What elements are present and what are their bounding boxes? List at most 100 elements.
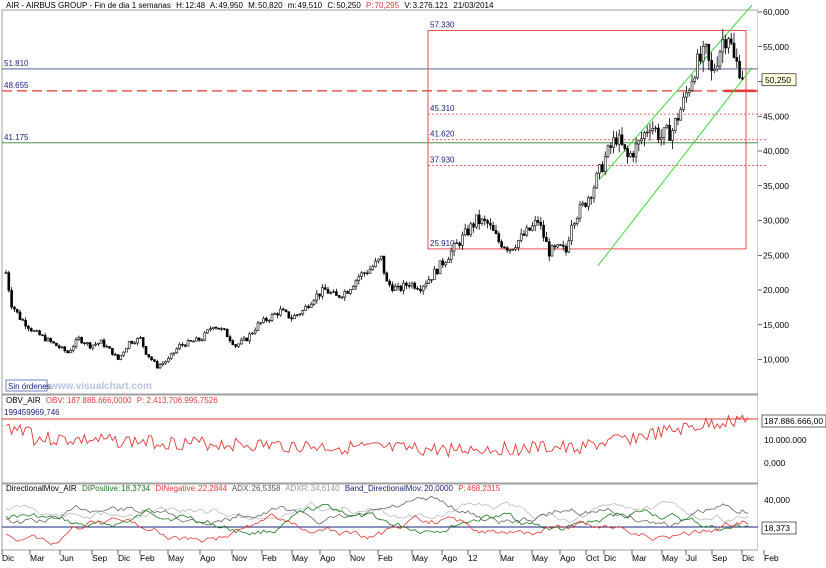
current-price-box xyxy=(761,73,797,87)
candle-body xyxy=(122,351,125,356)
obv-last-box xyxy=(761,414,826,428)
candle-body xyxy=(570,224,573,242)
candle-body xyxy=(10,290,13,308)
candle-body xyxy=(438,260,442,275)
candle-body xyxy=(195,337,198,342)
candle-body xyxy=(125,347,128,353)
candle-body xyxy=(119,354,123,360)
candle-body xyxy=(141,337,145,347)
sin-ordenes-button[interactable]: Sin órdenes xyxy=(8,382,51,391)
candle-body xyxy=(293,314,296,320)
time-tick-label: May xyxy=(168,553,185,563)
time-tick-label: Dic xyxy=(604,553,617,563)
dmi-panel-frame xyxy=(1,483,759,551)
candle-body xyxy=(265,317,268,321)
time-tick-label: Sep xyxy=(92,553,107,563)
candle-body xyxy=(713,68,716,72)
main-header: AIR - AIRBUS GROUP - Fin de dia 1 semana… xyxy=(6,1,494,10)
candle-body xyxy=(606,145,610,157)
time-tick-label: Feb xyxy=(764,553,779,563)
candle-body xyxy=(699,53,702,62)
candle-body xyxy=(211,327,215,330)
candle-body xyxy=(192,340,195,343)
dmi-axis-label: 18,373 xyxy=(764,523,790,533)
candle-body xyxy=(612,137,615,148)
candle-body xyxy=(116,354,120,360)
candle-body xyxy=(522,233,526,236)
candle-body xyxy=(242,337,246,341)
candle-body xyxy=(102,339,106,347)
candle-body xyxy=(167,358,170,362)
candle-body xyxy=(433,268,436,280)
candle-body xyxy=(421,285,425,292)
di-negative-line xyxy=(5,513,749,545)
candle-body xyxy=(200,339,204,342)
candle-body xyxy=(69,350,72,354)
time-tick-label: 12 xyxy=(468,553,478,563)
candle-body xyxy=(645,131,649,134)
candle-body xyxy=(55,342,58,347)
main-panel-frame xyxy=(1,9,759,395)
candle-body xyxy=(94,343,97,346)
candle-body xyxy=(284,309,288,312)
candle-body xyxy=(315,293,319,301)
candle-body xyxy=(155,361,159,369)
candle-body xyxy=(533,220,537,227)
candle-body xyxy=(385,272,389,282)
candle-body xyxy=(262,317,265,323)
candle-body xyxy=(416,288,419,290)
candle-body xyxy=(505,247,509,251)
candle-body xyxy=(617,134,621,145)
time-tick-label: Nov xyxy=(232,553,248,563)
candle-body xyxy=(503,246,506,249)
price-tick-label: 45,000 xyxy=(763,111,789,121)
candle-body xyxy=(32,330,36,332)
candle-body xyxy=(724,39,727,49)
candle-body xyxy=(161,362,165,366)
candle-body xyxy=(43,335,47,342)
candle-body xyxy=(609,145,613,148)
candle-body xyxy=(60,346,64,349)
candle-body xyxy=(718,51,722,67)
obv-axis-label: 187.886.666,00 xyxy=(764,416,823,426)
price-tick-label: 60,000 xyxy=(763,7,789,17)
candle-body xyxy=(727,38,730,49)
candle-body xyxy=(561,244,565,247)
candle-body xyxy=(318,293,321,297)
candle-body xyxy=(29,328,33,332)
candle-body xyxy=(231,340,235,345)
candle-body xyxy=(511,248,515,251)
candle-body xyxy=(615,137,618,145)
candle-body xyxy=(363,272,366,274)
sin-ordenes-button-bg[interactable] xyxy=(5,379,48,392)
fib-low-label: 25.910 xyxy=(430,239,455,248)
candle-body xyxy=(270,314,274,321)
candle-body xyxy=(536,220,540,223)
candle-body xyxy=(592,187,596,199)
candle-body xyxy=(245,337,249,342)
candle-body xyxy=(371,266,375,270)
candle-body xyxy=(461,234,464,246)
candle-body xyxy=(365,272,369,275)
candle-body xyxy=(88,342,92,349)
candle-body xyxy=(497,233,501,242)
candle-body xyxy=(52,341,55,344)
candle-body xyxy=(556,244,559,248)
candle-body xyxy=(175,348,179,354)
time-tick-label: Feb xyxy=(140,553,155,563)
candle-body xyxy=(463,228,467,236)
candle-body xyxy=(259,322,263,324)
time-tick-label: Jul xyxy=(686,553,697,563)
candle-body xyxy=(575,218,579,224)
candle-body xyxy=(640,138,643,142)
candle-body xyxy=(410,282,414,287)
candle-body xyxy=(567,240,571,253)
candle-body xyxy=(668,124,671,141)
candle-body xyxy=(657,127,660,140)
candle-body xyxy=(346,291,349,294)
candle-body xyxy=(489,222,492,226)
candle-body xyxy=(206,329,209,334)
candle-body xyxy=(472,223,475,228)
candle-body xyxy=(721,39,725,53)
